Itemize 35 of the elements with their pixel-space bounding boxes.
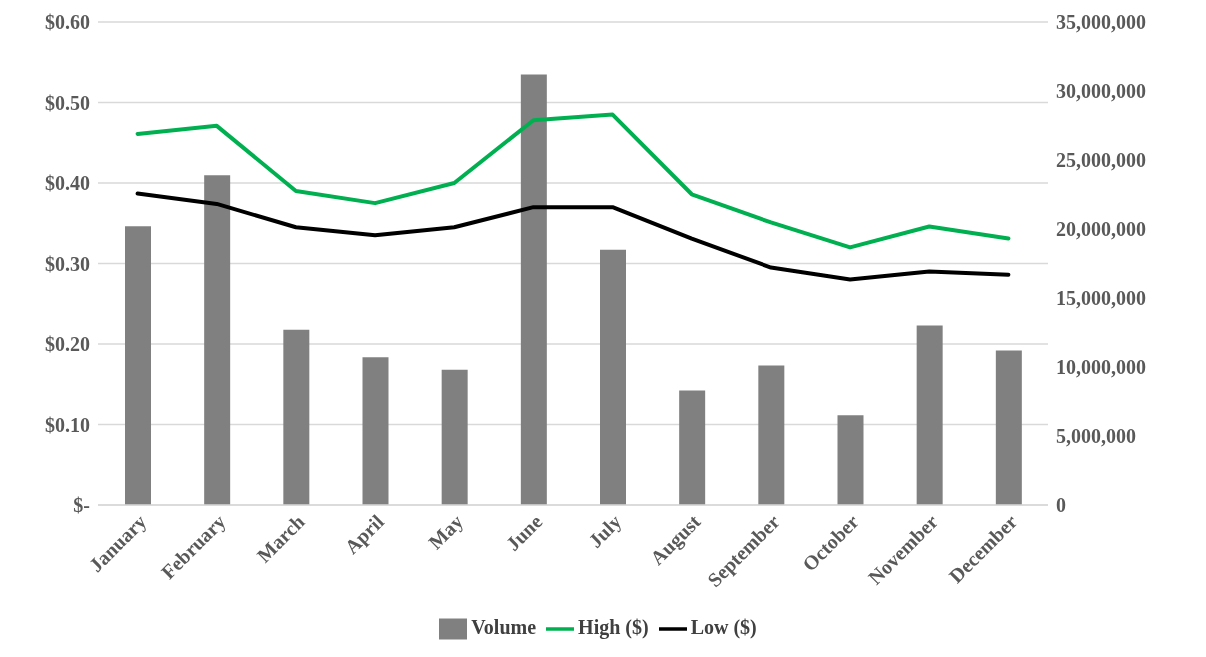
- bar: [125, 226, 151, 505]
- bar: [600, 249, 626, 505]
- legend-label: Volume: [471, 615, 537, 638]
- y2-tick-label: 35,000,000: [1056, 11, 1146, 34]
- bar: [916, 325, 943, 505]
- bar: [837, 415, 864, 505]
- x-tick-label: June: [501, 510, 547, 555]
- bar: [362, 357, 389, 505]
- bar: [995, 350, 1022, 505]
- line-series: [135, 191, 1011, 282]
- y-tick-label: $0.40: [45, 172, 90, 195]
- y-tick-label: $-: [73, 494, 90, 517]
- y2-tick-label: 25,000,000: [1056, 149, 1146, 172]
- x-tick-label: July: [583, 510, 627, 553]
- y-tick-label: $0.10: [45, 413, 90, 436]
- legend-label: Low ($): [690, 615, 757, 638]
- bar: [758, 365, 785, 505]
- line-series: [135, 112, 1011, 250]
- y2-tick-label: 30,000,000: [1056, 80, 1146, 103]
- y-tick-label: $0.30: [45, 252, 90, 275]
- y2-tick-label: 20,000,000: [1056, 218, 1146, 241]
- x-tick-label: May: [424, 510, 468, 555]
- y2-tick-label: 0: [1056, 494, 1066, 517]
- bar: [679, 390, 706, 505]
- y-tick-label: $0.20: [45, 333, 90, 356]
- bar: [204, 175, 231, 505]
- bar: [520, 74, 547, 505]
- y2-tick-label: 5,000,000: [1056, 425, 1136, 448]
- y-tick-label: $0.60: [45, 11, 90, 34]
- bar: [441, 369, 468, 505]
- legend-label: High ($): [578, 615, 649, 638]
- bar: [283, 329, 310, 505]
- y2-tick-label: 10,000,000: [1056, 356, 1146, 379]
- y-tick-label: $0.50: [45, 91, 90, 114]
- y2-tick-label: 15,000,000: [1056, 287, 1146, 310]
